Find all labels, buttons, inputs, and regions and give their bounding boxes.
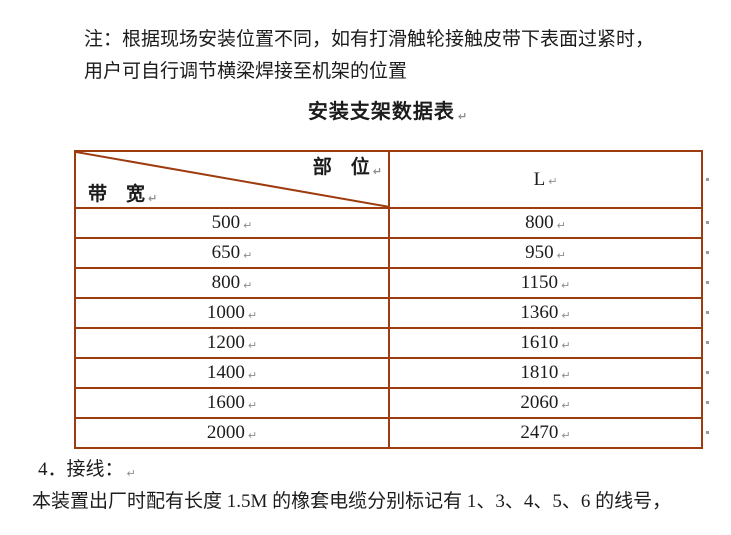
l-value-cell: 1810 ↵ <box>390 359 701 387</box>
table-title-text: 安装支架数据表 <box>307 101 455 123</box>
table-row: 500 ↵ 800 ↵ <box>76 207 709 237</box>
row-end-mark <box>706 371 709 374</box>
l-value: 800 <box>525 212 554 233</box>
bandwidth-value: 1200 <box>206 332 245 353</box>
bandwidth-cell: 500 ↵ <box>76 209 390 237</box>
l-value-cell: 950 ↵ <box>390 239 701 267</box>
section-heading: 4．接线： ↵ <box>38 454 136 481</box>
note-line-2: 用户可自行调节横梁焊接至机架的位置 <box>84 61 408 82</box>
paragraph-mark: ↵ <box>556 248 566 262</box>
bandwidth-cell: 1400 ↵ <box>76 359 390 387</box>
l-value: 1810 <box>520 362 559 383</box>
section-body: 本装置出厂时配有长度 1.5M 的橡套电缆分别标记有 1、3、4、5、6 的线号… <box>32 491 672 512</box>
paragraph-mark: ↵ <box>243 248 253 262</box>
l-value: 2060 <box>520 392 559 413</box>
row-end-mark <box>706 431 709 434</box>
paragraph-mark: ↵ <box>561 278 571 292</box>
paragraph-mark: ↵ <box>247 398 258 412</box>
bandwidth-cell: 1000 ↵ <box>76 299 390 327</box>
table-header-row: 部 位 ↵ 带 宽 ↵ L ↵ <box>76 152 709 207</box>
row-end-mark <box>706 401 709 404</box>
table-row: 1400 ↵ 1810 ↵ <box>76 357 709 387</box>
paragraph-mark: ↵ <box>247 308 258 322</box>
paragraph-mark: ↵ <box>457 110 469 123</box>
diagonal-header-cell: 部 位 ↵ 带 宽 ↵ <box>76 152 390 207</box>
l-value-cell: 1610 ↵ <box>390 329 701 357</box>
bandwidth-cell: 2000 ↵ <box>76 419 390 447</box>
corner-label-bandwidth-text: 带 宽 <box>88 184 146 205</box>
paragraph-mark: ↵ <box>561 398 571 412</box>
bandwidth-value: 2000 <box>206 422 245 443</box>
l-value: 950 <box>525 242 554 263</box>
bandwidth-value: 1600 <box>206 392 245 413</box>
bandwidth-value: 1400 <box>206 362 245 383</box>
row-end-mark <box>706 221 709 224</box>
table-title: 安装支架数据表 ↵ <box>73 95 703 124</box>
l-value: 1610 <box>520 332 559 353</box>
paragraph-mark: ↵ <box>561 368 571 382</box>
l-value-cell: 1150 ↵ <box>390 269 701 297</box>
row-end-mark <box>706 177 709 181</box>
diagonal-line <box>76 152 390 207</box>
bandwidth-cell: 650 ↵ <box>76 239 390 267</box>
corner-label-part: 部 位 ↵ <box>313 152 382 179</box>
paragraph-mark: ↵ <box>372 165 382 178</box>
row-end-mark <box>706 311 709 314</box>
bandwidth-value: 800 <box>211 272 241 293</box>
note-line-1: 注：根据现场安装位置不同，如有打滑触轮接触皮带下表面过紧时， <box>84 29 655 50</box>
table-row: 650 ↵ 950 ↵ <box>76 237 709 267</box>
note-paragraph: 注：根据现场安装位置不同，如有打滑触轮接触皮带下表面过紧时， 用户可自行调节横梁… <box>84 24 684 88</box>
l-value-cell: 2060 ↵ <box>390 389 701 417</box>
table-row: 2000 ↵ 2470 ↵ <box>76 417 709 447</box>
corner-label-bandwidth: 带 宽 ↵ <box>88 179 157 206</box>
paragraph-mark: ↵ <box>561 308 571 322</box>
paragraph-mark: ↵ <box>247 368 258 382</box>
bandwidth-value: 500 <box>211 212 241 233</box>
paragraph-mark: ↵ <box>148 192 158 205</box>
paragraph-mark: ↵ <box>561 428 571 442</box>
paragraph-mark: ↵ <box>247 338 258 352</box>
bandwidth-value: 650 <box>211 242 241 263</box>
table-row: 1000 ↵ 1360 ↵ <box>76 297 709 327</box>
paragraph-mark: ↵ <box>243 278 253 292</box>
corner-label-part-text: 部 位 <box>312 157 370 178</box>
l-value: 1150 <box>520 272 559 293</box>
table-row: 1600 ↵ 2060 ↵ <box>76 387 709 417</box>
l-value: 1360 <box>520 302 559 323</box>
row-end-mark <box>706 251 709 254</box>
column-header-l: L ↵ <box>390 152 701 207</box>
paragraph-mark: ↵ <box>243 218 253 232</box>
bandwidth-cell: 1600 ↵ <box>76 389 390 417</box>
section-heading-text: 4．接线： <box>38 459 124 480</box>
paragraph-mark: ↵ <box>247 428 258 442</box>
row-end-mark <box>706 281 709 284</box>
bandwidth-value: 1000 <box>206 302 245 323</box>
paragraph-mark: ↵ <box>561 338 571 352</box>
l-value-cell: 2470 ↵ <box>390 419 701 447</box>
paragraph-mark: ↵ <box>548 175 558 188</box>
bandwidth-cell: 800 ↵ <box>76 269 390 297</box>
bandwidth-cell: 1200 ↵ <box>76 329 390 357</box>
bracket-data-table: 部 位 ↵ 带 宽 ↵ L ↵ 500 ↵ 800 ↵ 650 ↵ 950 ↵ 800 ↵ 11… <box>74 150 709 449</box>
l-value: 2470 <box>520 422 559 443</box>
l-value-cell: 1360 ↵ <box>390 299 701 327</box>
column-header-l-text: L <box>533 168 546 190</box>
row-end-mark <box>706 341 709 344</box>
table-row: 1200 ↵ 1610 ↵ <box>76 327 709 357</box>
l-value-cell: 800 ↵ <box>390 209 701 237</box>
paragraph-mark: ↵ <box>126 467 136 480</box>
table-row: 800 ↵ 1150 ↵ <box>76 267 709 297</box>
paragraph-mark: ↵ <box>556 218 566 232</box>
